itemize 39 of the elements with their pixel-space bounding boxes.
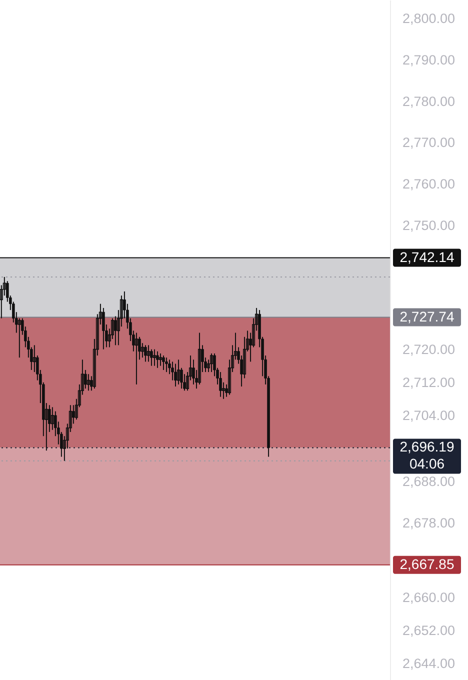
candlestick — [219, 372, 222, 398]
y-tick-label: 2,660.00 — [402, 590, 456, 605]
candlestick — [146, 344, 150, 362]
y-tick-label: 2,750.00 — [402, 218, 456, 233]
candlestick — [144, 344, 147, 362]
candlestick — [134, 332, 138, 385]
candlestick — [192, 359, 195, 385]
y-tick-label: 2,780.00 — [402, 94, 456, 109]
candlestick — [150, 348, 153, 366]
y-tick-label: 2,800.00 — [402, 11, 456, 26]
candlestick — [102, 307, 105, 350]
candlestick — [162, 355, 165, 370]
y-tick-label: 2,770.00 — [402, 135, 456, 150]
ref-line-label: 2,727.74 — [400, 308, 454, 324]
candlestick — [222, 382, 226, 400]
y-tick-label: 2,790.00 — [402, 52, 456, 68]
candlestick — [86, 374, 90, 392]
candlestick — [158, 352, 162, 366]
ref-line-label: 2,742.14 — [400, 248, 454, 265]
candlestick — [165, 357, 168, 373]
y-tick-label: 2,720.00 — [402, 342, 456, 357]
y-tick-label: 2,644.00 — [402, 656, 456, 671]
candlestick — [32, 344, 36, 373]
candlestick — [210, 352, 214, 373]
candlestick — [152, 348, 156, 366]
y-tick-label: 2,704.00 — [402, 408, 456, 423]
candlestick — [174, 363, 177, 388]
candlestick — [18, 318, 21, 358]
candlestick — [198, 332, 202, 385]
y-tick-label: 2,760.00 — [402, 176, 456, 192]
y-tick-label: 2,678.00 — [402, 515, 456, 530]
y-tick-label: 2,712.00 — [402, 374, 456, 390]
candlestick — [156, 350, 159, 368]
y-tick-label: 2,652.00 — [402, 622, 456, 638]
candlestick — [50, 406, 54, 430]
candlestick — [176, 359, 180, 385]
ref-line-label: 2,696.19 04:06 — [400, 438, 454, 472]
ref-line-label: 2,667.85 — [400, 556, 454, 572]
y-tick-label: 2,688.00 — [402, 474, 456, 490]
